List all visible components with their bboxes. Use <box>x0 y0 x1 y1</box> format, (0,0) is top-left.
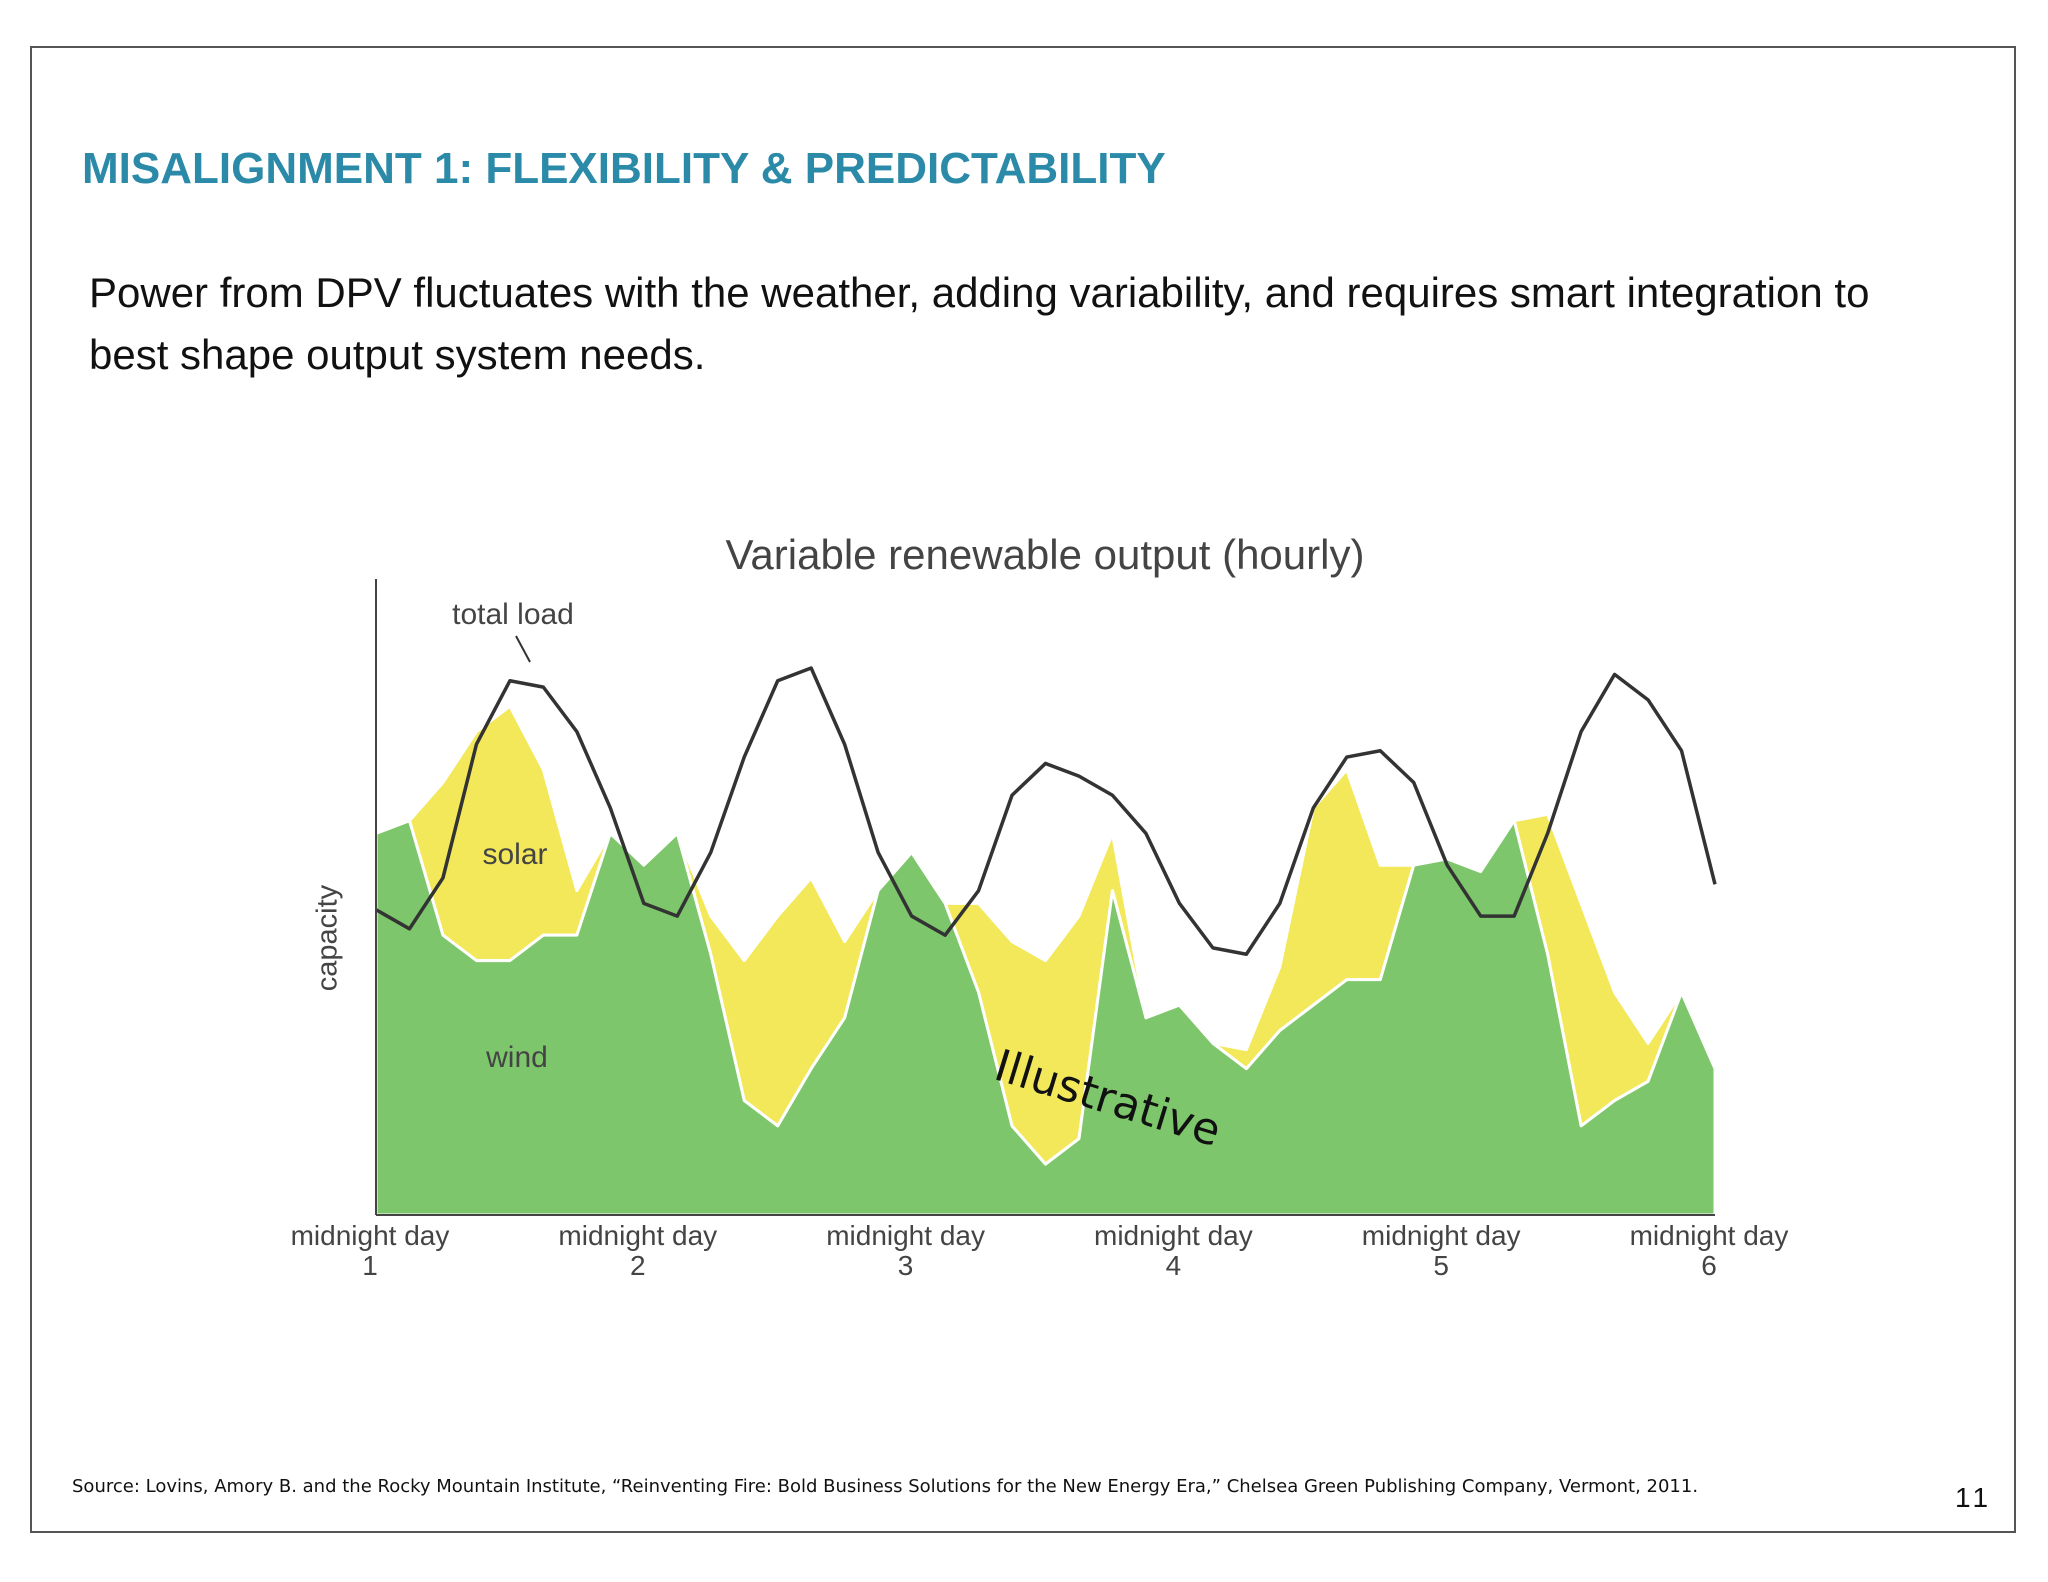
x-tick-label: midnight day 6 <box>1629 1220 1789 1281</box>
series-label: total load <box>452 598 574 631</box>
x-tick-label: midnight day 1 <box>290 1220 450 1281</box>
x-tick-label: midnight day 5 <box>1361 1220 1521 1281</box>
page-number: 11 <box>1955 1482 1993 1513</box>
x-tick-label: midnight day 4 <box>1094 1220 1253 1281</box>
slide-frame <box>30 46 2016 1533</box>
slide-body: Power from DPV fluctuates with the weath… <box>89 269 1870 378</box>
series-label: wind <box>485 1041 548 1074</box>
y-axis-label: capacity <box>312 884 344 991</box>
source-note: Source: Lovins, Amory B. and the Rocky M… <box>72 1476 1699 1497</box>
x-tick-label: midnight day 3 <box>826 1220 985 1281</box>
slide-title: MISALIGNMENT 1: FLEXIBILITY & PREDICTABI… <box>82 144 1166 193</box>
label-leader <box>515 635 531 663</box>
x-tick-label: midnight day 2 <box>558 1220 718 1281</box>
load-line <box>375 666 1717 956</box>
series-label: solar <box>482 838 547 871</box>
chart-title: Variable renewable output (hourly) <box>726 531 1365 578</box>
